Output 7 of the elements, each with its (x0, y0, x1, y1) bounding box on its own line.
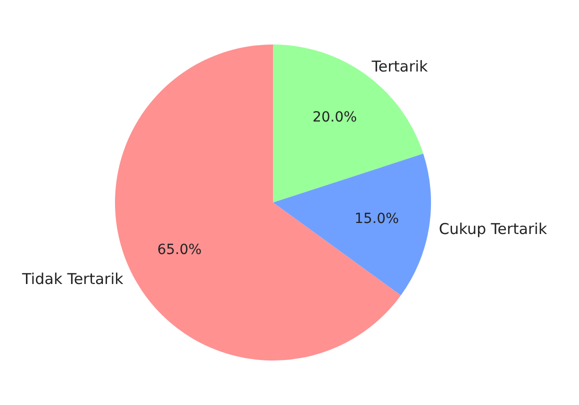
slice-label: Tertarik (370, 58, 428, 76)
slice-label: Tidak Tertarik (21, 270, 124, 288)
pie-slice (273, 154, 431, 296)
data-label: 65.0% (157, 242, 202, 258)
data-label: 15.0% (354, 210, 399, 227)
slice-label: Cukup Tertarik (438, 220, 548, 238)
data-label: 20.0% (312, 110, 357, 126)
